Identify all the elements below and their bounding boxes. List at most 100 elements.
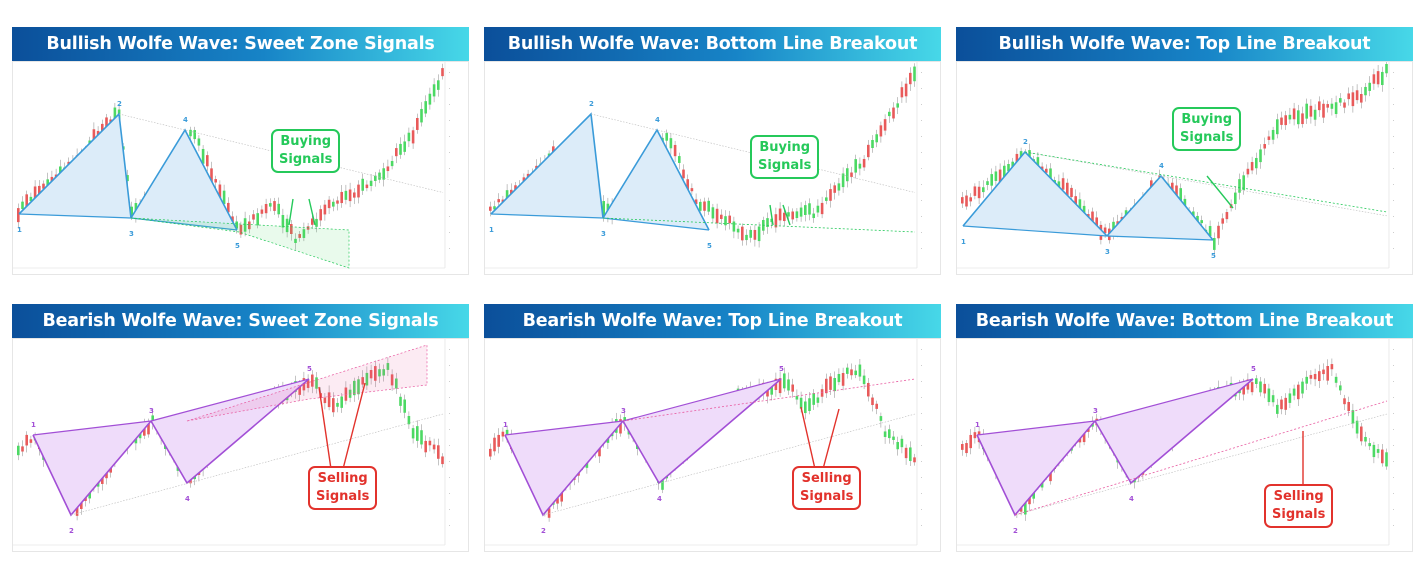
candle [1091, 211, 1094, 224]
callout-pointer [769, 204, 774, 226]
candle [235, 221, 238, 229]
candle [42, 183, 45, 189]
candle [904, 83, 908, 97]
candle [210, 168, 213, 183]
price-tick-label: · [449, 444, 450, 449]
candle [1032, 491, 1035, 499]
candle [493, 206, 496, 210]
buying-signals-callout: Buying Signals [1172, 107, 1242, 151]
chart-svg: · · · · · · · · · · · · 1 2 3 4 5 [957, 339, 1394, 546]
price-tick-label: · [449, 460, 450, 465]
candle [795, 396, 799, 400]
candle [1238, 179, 1241, 193]
candle [514, 185, 517, 190]
candle [1049, 168, 1052, 181]
candle [1179, 188, 1182, 203]
wave-base-3-5 [1106, 235, 1214, 241]
candle [1334, 102, 1338, 115]
price-tick-label: · [449, 428, 450, 433]
price-tick-label: · [1393, 231, 1394, 236]
price-tick-label: · [1393, 71, 1394, 76]
candlestick-chart: · · · · · · · · · · · · 1 2 3 4 5 [12, 338, 469, 552]
candle [239, 224, 243, 235]
candle [1213, 238, 1216, 250]
price-tick-label: · [449, 508, 450, 513]
candle [1217, 225, 1220, 239]
candle [875, 134, 878, 143]
candle [1326, 366, 1329, 381]
candle [390, 160, 394, 167]
candle [854, 370, 857, 376]
wave-point-label-5: 5 [235, 242, 240, 250]
candle [1355, 90, 1359, 101]
price-tick-label: · [449, 231, 450, 236]
candle [1263, 144, 1266, 149]
price-tick-label: · [1393, 380, 1394, 385]
candle [340, 396, 343, 408]
candlestick-chart: · · · · · · · · · · · · 1 2 3 4 5 [956, 61, 1413, 275]
candle [1313, 373, 1317, 380]
candle [315, 218, 318, 227]
candle [390, 374, 394, 386]
selling-signals-callout: Selling Signals [308, 466, 378, 510]
wave-top-3-5 [150, 378, 310, 422]
candle [732, 221, 736, 232]
panel-title: Bearish Wolfe Wave: Sweet Zone Signals [12, 304, 469, 338]
price-tick-label: · [1393, 444, 1394, 449]
price-tick-label: · [921, 476, 922, 481]
candle [497, 199, 500, 203]
candle [302, 229, 306, 238]
sweet-zone [130, 217, 350, 269]
panel-bearish-top-breakout: Bearish Wolfe Wave: Top Line Breakout · ·… [484, 304, 941, 552]
candle [1334, 376, 1338, 383]
candle [858, 364, 862, 377]
candle [353, 192, 356, 198]
wave-triangle-b-line [130, 128, 238, 231]
wave-point-label-4: 4 [1129, 495, 1134, 503]
sweet-zone [186, 344, 428, 422]
candle [1297, 384, 1300, 400]
candle [1280, 399, 1283, 410]
wave-bottom-line [1014, 413, 1388, 516]
candle [913, 457, 916, 463]
candle [1360, 93, 1363, 103]
chart-svg: · · · · · · · · · · · · 1 2 3 4 5 [485, 62, 922, 269]
callout-line-2: Signals [279, 152, 333, 167]
candle [1028, 150, 1031, 158]
candle [556, 498, 559, 504]
candle [101, 123, 104, 133]
candle [130, 206, 133, 216]
price-tick-label: · [449, 380, 450, 385]
candle [1284, 397, 1287, 410]
candle [378, 172, 381, 180]
candle [896, 103, 899, 108]
top-line-breakout [622, 378, 916, 422]
candle [189, 129, 192, 137]
candle [846, 168, 849, 182]
price-tick-label: · [1393, 412, 1394, 417]
candle [277, 203, 280, 215]
candle [871, 397, 874, 406]
candle [888, 111, 891, 117]
candle [833, 185, 836, 193]
wave-point-label-1: 1 [961, 238, 966, 246]
panel-bullish-sweet-zone: Bullish Wolfe Wave: Sweet Zone Signals ·… [12, 27, 469, 275]
candle [260, 209, 264, 214]
candle [489, 448, 492, 457]
candle [783, 212, 786, 222]
wave-triangle-b-fill [1107, 176, 1213, 240]
candle [407, 415, 411, 425]
candle [420, 430, 423, 445]
price-tick-label: · [921, 215, 922, 220]
candle [1339, 98, 1342, 103]
candle [1259, 149, 1262, 163]
candle [1003, 165, 1006, 179]
wave-top-3-5 [622, 378, 782, 422]
buying-signals-callout: Buying Signals [271, 129, 341, 173]
wave-top-line [1024, 151, 1388, 217]
candle [348, 189, 352, 202]
candle [432, 84, 436, 97]
price-tick-label: · [921, 167, 922, 172]
candle [1103, 227, 1107, 234]
candle [1368, 82, 1371, 91]
